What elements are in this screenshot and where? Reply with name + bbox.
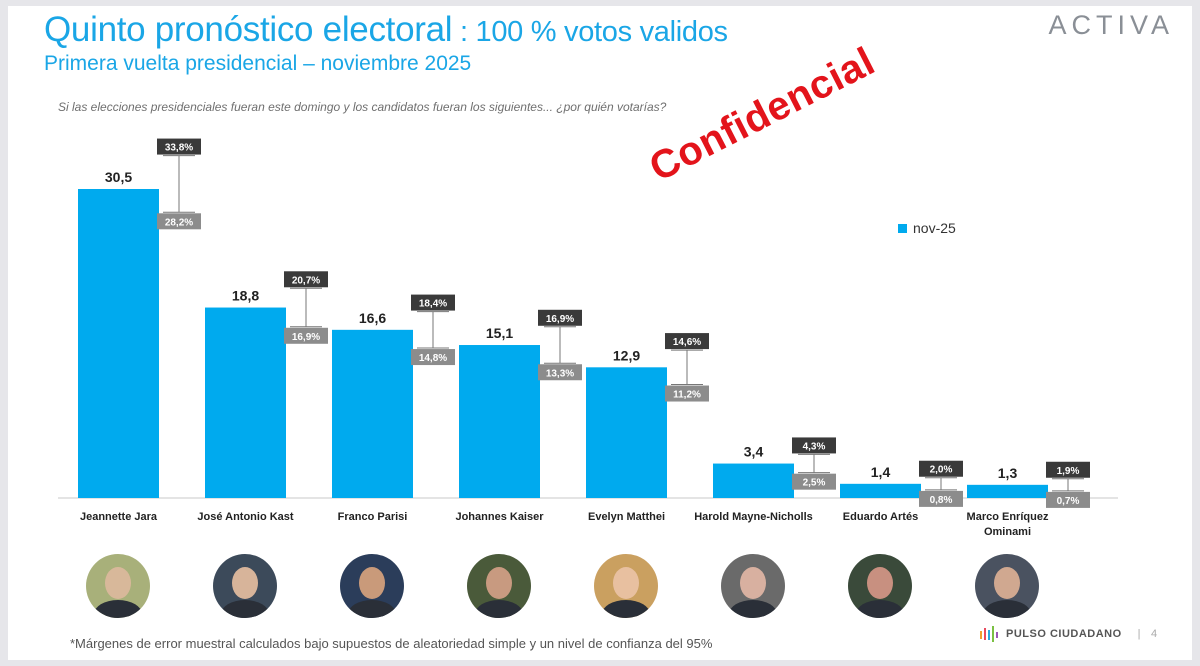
franco-parisi-photo xyxy=(340,554,404,618)
category-label: José Antonio Kast xyxy=(197,511,293,523)
upper-bound-box xyxy=(157,138,201,155)
evelyn-matthei-photo xyxy=(594,554,658,618)
upper-bound-box xyxy=(284,271,328,288)
candidate-photos xyxy=(8,552,1192,622)
bar xyxy=(840,483,921,498)
marco-enriquez-ominami-photo xyxy=(975,554,1039,618)
data-label: 1,4 xyxy=(871,464,891,480)
upper-bound-box xyxy=(538,309,582,326)
upper-bound-label: 33,8% xyxy=(165,143,193,154)
page-subtitle: Primera vuelta presidencial – noviembre … xyxy=(44,52,472,75)
johannes-kaiser-photo xyxy=(467,554,531,618)
category-label: Johannes Kaiser xyxy=(455,511,544,523)
lower-bound-box xyxy=(157,213,201,230)
upper-bound-label: 1,9% xyxy=(1057,466,1080,477)
category-label: Marco Enríquez xyxy=(967,511,1049,523)
category-label: Eduardo Artés xyxy=(843,511,918,523)
page-number: 4 xyxy=(1151,628,1158,640)
legend-swatch xyxy=(898,223,907,233)
lower-bound-box xyxy=(919,490,963,507)
footnote: *Márgenes de error muestral calculados b… xyxy=(70,636,713,651)
chart-legend: nov-25 xyxy=(898,220,956,236)
data-label: 18,8 xyxy=(232,288,259,304)
pulso-bars-icon xyxy=(980,626,998,642)
bar xyxy=(459,345,540,498)
bar xyxy=(205,307,286,498)
page-title-suffix: : 100 % votos validos xyxy=(452,16,728,48)
upper-bound-label: 20,7% xyxy=(292,275,320,286)
lower-bound-label: 0,7% xyxy=(1057,496,1080,507)
pulso-ciudadano-logo: PULSO CIUDADANO | 4 xyxy=(980,626,1158,642)
bar-chart: 30,5 33,8% 28,2% Jeannette Jara 18,8 20,7% 16,… xyxy=(58,138,1118,538)
lower-bound-label: 11,2% xyxy=(673,390,701,401)
data-label: 3,4 xyxy=(744,444,764,460)
bar xyxy=(967,484,1048,498)
upper-bound-box xyxy=(1046,461,1090,478)
lower-bound-label: 0,8% xyxy=(930,495,953,506)
upper-bound-label: 18,4% xyxy=(419,299,447,310)
data-label: 12,9 xyxy=(613,347,640,363)
lower-bound-label: 16,9% xyxy=(292,332,320,343)
bar xyxy=(586,367,667,498)
lower-bound-label: 28,2% xyxy=(165,217,193,228)
lower-bound-box xyxy=(284,327,328,344)
category-label: Ominami xyxy=(984,526,1031,538)
legend-label: nov-25 xyxy=(913,220,956,236)
category-label: Franco Parisi xyxy=(338,511,408,523)
upper-bound-box xyxy=(792,437,836,454)
lower-bound-label: 14,8% xyxy=(419,353,447,364)
slide: Quinto pronóstico electoral : 100 % voto… xyxy=(8,6,1192,660)
footer-brand-name: PULSO CIUDADANO xyxy=(1006,628,1122,640)
category-label: Jeannette Jara xyxy=(80,511,158,523)
category-label: Evelyn Matthei xyxy=(588,511,665,523)
data-label: 30,5 xyxy=(105,169,132,185)
upper-bound-box xyxy=(411,294,455,311)
lower-bound-box xyxy=(411,349,455,366)
bar xyxy=(78,189,159,498)
data-label: 1,3 xyxy=(998,465,1018,481)
lower-bound-box xyxy=(1046,491,1090,508)
bar xyxy=(332,329,413,498)
activa-logo: ACTIVA xyxy=(1048,10,1174,40)
page-title: Quinto pronóstico electoral : 100 % voto… xyxy=(44,10,728,49)
lower-bound-label: 2,5% xyxy=(803,478,826,489)
jeannette-jara-photo xyxy=(86,554,150,618)
upper-bound-label: 14,6% xyxy=(673,337,701,348)
data-label: 15,1 xyxy=(486,325,513,341)
footer-separator: | xyxy=(1137,628,1142,640)
lower-bound-box xyxy=(538,364,582,381)
upper-bound-box xyxy=(919,460,963,477)
upper-bound-label: 4,3% xyxy=(803,441,826,452)
bar xyxy=(713,463,794,498)
harold-mayne-nicholls-photo xyxy=(721,554,785,618)
upper-bound-label: 2,0% xyxy=(930,465,953,476)
survey-question: Si las elecciones presidenciales fueran … xyxy=(58,100,667,114)
upper-bound-label: 16,9% xyxy=(546,314,574,325)
jose-antonio-kast-photo xyxy=(213,554,277,618)
eduardo-artes-photo xyxy=(848,554,912,618)
lower-bound-box xyxy=(792,473,836,490)
data-label: 16,6 xyxy=(359,310,386,326)
lower-bound-box xyxy=(665,385,709,402)
lower-bound-label: 13,3% xyxy=(546,368,574,379)
category-label: Harold Mayne-Nicholls xyxy=(694,511,813,523)
upper-bound-box xyxy=(665,333,709,350)
